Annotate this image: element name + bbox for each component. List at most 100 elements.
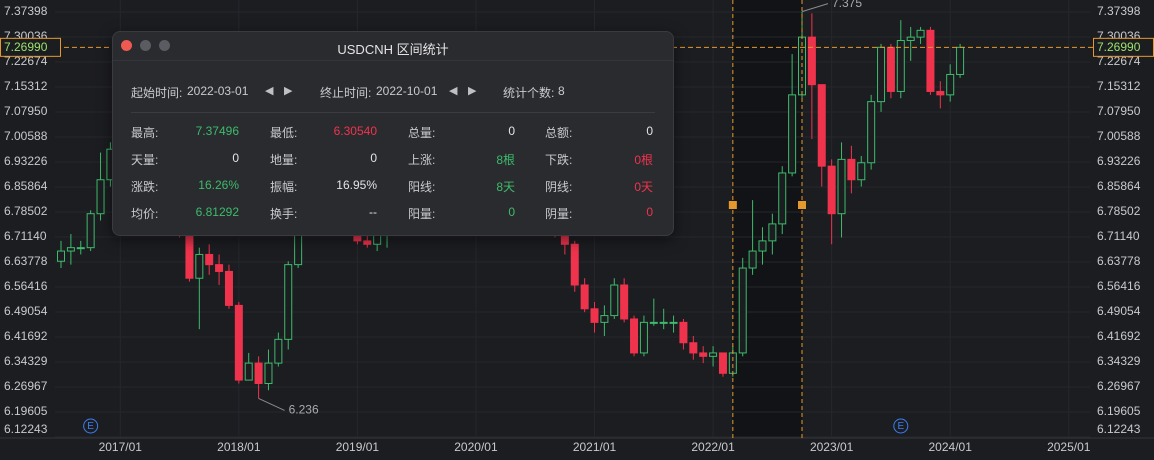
y-tick-label: 7.22674 [4, 54, 48, 68]
candle-body [946, 73, 955, 96]
candle-body [847, 158, 856, 181]
stat-value: 8根 [496, 153, 515, 167]
x-tick-label: 2018/01 [217, 440, 261, 454]
count-value: 8 [558, 84, 565, 98]
candle-body [699, 352, 708, 357]
y-tick-label: 6.63778 [1097, 254, 1141, 268]
minimize-button[interactable] [140, 40, 151, 51]
candle-body [718, 352, 727, 374]
y-tick-label: 7.37398 [4, 4, 48, 18]
candle-body [244, 362, 253, 381]
stat-label: 总量: [408, 126, 436, 140]
y-tick-label: 6.71140 [4, 229, 47, 243]
y-tick-label: 6.12243 [4, 422, 48, 436]
prev-button[interactable]: ◀ [449, 85, 458, 97]
y-tick-label: 6.26967 [1097, 379, 1141, 393]
close-button[interactable] [121, 40, 132, 51]
stat-value: 0天 [634, 180, 653, 194]
y-tick-label: 6.63778 [4, 254, 48, 268]
candle-body [580, 284, 589, 310]
candle-body [234, 304, 243, 381]
x-tick-label: 2023/01 [810, 440, 854, 454]
zoom-button[interactable] [159, 40, 170, 51]
candle-body [570, 243, 579, 286]
candle-body [96, 179, 105, 215]
candle-body [363, 240, 372, 245]
stat-label: 天量: [131, 153, 159, 167]
candle-body [758, 240, 767, 252]
stat-value: 0 [508, 124, 515, 138]
stat-value: 8天 [496, 180, 515, 194]
stat-label: 阴量: [545, 207, 573, 221]
candle-body [185, 230, 194, 279]
y-tick-label: 7.22674 [1097, 54, 1141, 68]
stat-label: 上涨: [408, 153, 436, 167]
stat-label: 均价: [131, 207, 159, 221]
candle-body [728, 352, 737, 374]
candle-body [254, 362, 263, 384]
y-tick-label: 7.37398 [1097, 4, 1141, 18]
prev-button[interactable]: ◀ [265, 85, 274, 97]
next-button[interactable]: ▶ [468, 85, 477, 97]
candle-body [748, 250, 757, 269]
candle-body [669, 321, 678, 324]
stat-label: 阳线: [408, 180, 436, 194]
x-tick-label: 2025/01 [1047, 440, 1091, 454]
stat-label: 振幅: [270, 180, 298, 194]
candle-body [768, 223, 777, 242]
candle-body [956, 46, 965, 75]
y-tick-label: 6.19605 [1097, 404, 1141, 418]
y-tick-label: 7.15312 [4, 79, 48, 93]
stat-label: 阳量: [408, 207, 436, 221]
event-marker [893, 418, 909, 434]
candle-body [215, 264, 224, 272]
y-tick-label: 7.07950 [1097, 104, 1141, 118]
stat-value: 0根 [634, 153, 653, 167]
y-tick-label: 6.41692 [1097, 329, 1141, 343]
end-date: 2022-10-01 [376, 84, 438, 98]
stat-value: -- [369, 205, 377, 219]
annotation-leader [801, 3, 829, 13]
candle-body [600, 315, 609, 323]
y-tick-label: 6.49054 [1097, 304, 1141, 318]
stat-value: 7.37496 [195, 124, 239, 138]
candle-body [936, 90, 945, 96]
candle-body [689, 342, 698, 354]
y-tick-label: 6.56416 [4, 279, 48, 293]
y-tick-label: 6.78502 [1097, 204, 1141, 218]
separator [131, 112, 655, 113]
stat-label: 最高: [131, 126, 159, 140]
candle-body [817, 84, 826, 167]
y-tick-label: 7.07950 [4, 104, 48, 118]
stat-value: 6.81292 [195, 205, 239, 219]
stat-value: 0 [370, 151, 377, 165]
candle-body [590, 308, 599, 323]
event-label: E [897, 421, 904, 432]
stat-label: 涨跌: [131, 180, 159, 194]
y-tick-label: 6.41692 [4, 329, 48, 343]
stat-label: 下跌: [545, 153, 573, 167]
event-marker [83, 418, 99, 434]
y-tick-label: 6.93226 [1097, 154, 1141, 168]
title-bar: USDCNH 区间统计 [113, 32, 673, 61]
y-tick-label: 6.34329 [4, 354, 48, 368]
candle-body [76, 247, 85, 250]
range-shade [732, 0, 802, 438]
stat-value: 0 [232, 151, 239, 165]
range-handle [728, 201, 737, 209]
stat-label: 总额: [545, 126, 573, 140]
y-tick-label: 6.78502 [4, 204, 48, 218]
stat-value: 16.95% [336, 178, 377, 192]
candle-body [896, 40, 905, 92]
next-button[interactable]: ▶ [284, 85, 293, 97]
price-badge [0, 37, 61, 57]
stat-label: 地量: [270, 153, 298, 167]
stat-label: 阴线: [545, 180, 573, 194]
candle-body [877, 46, 886, 103]
x-tick-label: 2017/01 [99, 440, 143, 454]
stat-value: 0 [508, 205, 515, 219]
annotation: 7.375 [832, 0, 862, 10]
stat-label: 最低: [270, 126, 298, 140]
x-tick-label: 2021/01 [573, 440, 617, 454]
